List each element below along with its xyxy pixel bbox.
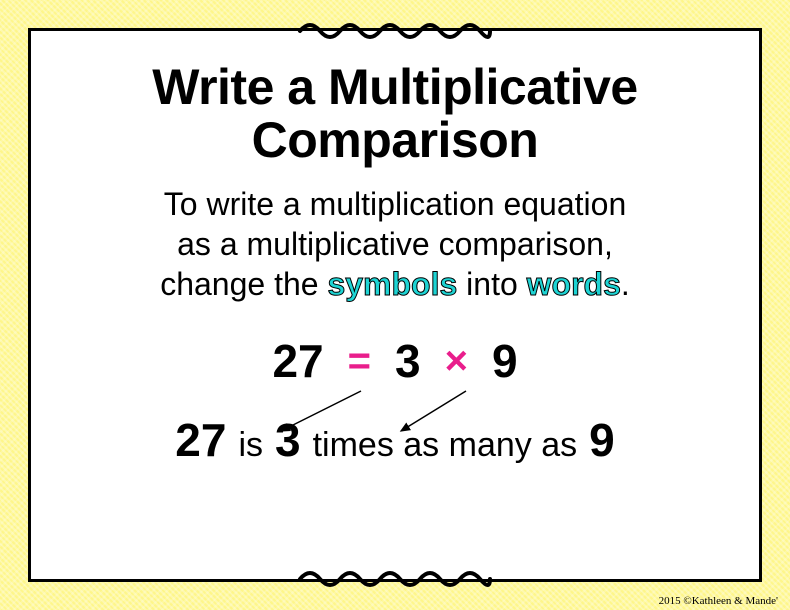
title-line-2: Comparison [252, 112, 539, 168]
equation-factor2: 9 [492, 334, 518, 388]
squiggle-top-decoration [295, 17, 495, 45]
poster-frame: Write a Multiplicative Comparison To wri… [0, 0, 790, 610]
statement-word1: is [238, 426, 263, 465]
statement-num2: 3 [275, 413, 301, 467]
equation-line: 27 = 3 × 9 [71, 334, 719, 388]
desc-part1: To write a multiplication equation [164, 186, 626, 222]
desc-end: . [621, 266, 630, 302]
statement-num1: 27 [175, 413, 226, 467]
content-card: Write a Multiplicative Comparison To wri… [28, 28, 762, 582]
statement-line: 27 is 3 times as many as 9 [71, 413, 719, 467]
main-title: Write a Multiplicative Comparison [71, 61, 719, 166]
squiggle-bottom-decoration [295, 565, 495, 593]
desc-part3: change the [160, 266, 327, 302]
desc-part2: as a multiplicative comparison, [177, 226, 613, 262]
multiply-operator: × [445, 339, 468, 384]
desc-part4: into [457, 266, 526, 302]
equals-operator: = [348, 339, 371, 384]
equation-result: 27 [272, 334, 323, 388]
equation-factor1: 3 [395, 334, 421, 388]
copyright-text: 2015 ©Kathleen & Mande' [659, 595, 778, 607]
title-line-1: Write a Multiplicative [152, 59, 637, 115]
highlight-symbols: symbols [327, 266, 457, 302]
description-text: To write a multiplication equation as a … [71, 184, 719, 304]
statement-word2: times as many as [313, 426, 578, 465]
statement-num3: 9 [589, 413, 615, 467]
highlight-words: words [527, 266, 621, 302]
equation-section: 27 = 3 × 9 27 is 3 times as many as [71, 334, 719, 467]
